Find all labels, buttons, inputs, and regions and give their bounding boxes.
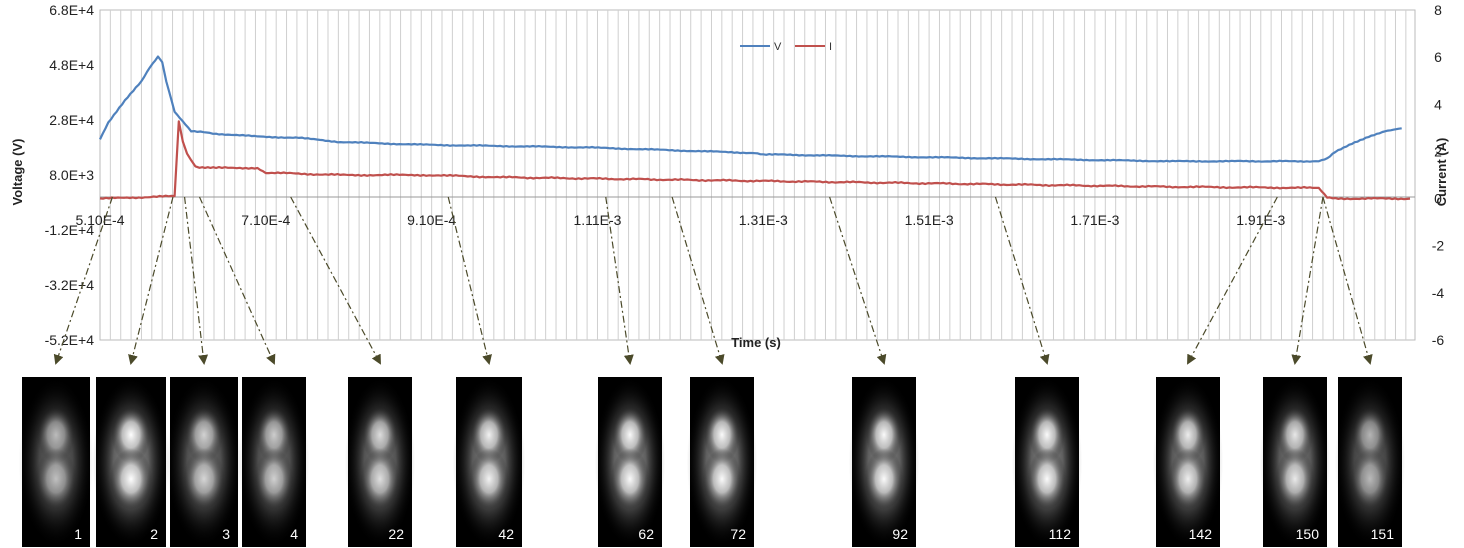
frame-arrow — [1187, 196, 1278, 365]
frame-lower-glow — [702, 448, 742, 510]
y-tick-label: 6.8E+4 — [49, 2, 94, 18]
frame-number-label: 1 — [74, 526, 82, 542]
x-tick-label: 1.11E-3 — [573, 212, 621, 228]
frame-number-label: 142 — [1189, 526, 1213, 542]
frame-upper-glow — [866, 405, 902, 464]
voltage-axis-ticks: 6.8E+4 4.8E+4 2.8E+4 8.0E+3 -1.2E+4 -3.2E+4 -5… — [45, 2, 95, 348]
frame-number-label: 3 — [222, 526, 230, 542]
y2-tick-label: 4 — [1434, 96, 1442, 112]
frame-upper-glow — [184, 405, 224, 464]
frame-arrow — [605, 196, 634, 365]
frame-number-label: 42 — [498, 526, 514, 542]
x-tick-label: 1.91E-3 — [1236, 212, 1285, 228]
y2-tick-label: 6 — [1434, 49, 1442, 65]
frame-arrow — [290, 196, 381, 365]
frame-upper-glow — [1170, 405, 1206, 464]
frame-number-label: 62 — [638, 526, 654, 542]
y-axis-title: Voltage (V) — [10, 139, 25, 206]
frame-number-label: 150 — [1296, 526, 1320, 542]
frame-number-label: 22 — [388, 526, 404, 542]
y2-tick-label: -4 — [1432, 285, 1445, 301]
frame-lower-glow — [254, 448, 294, 510]
y2-tick-label: 8 — [1434, 2, 1442, 18]
frame-upper-glow — [1029, 405, 1065, 464]
frame-lower-glow — [1275, 448, 1315, 510]
frame-upper-glow — [111, 405, 151, 464]
frame-arrow — [53, 196, 114, 365]
frame-lower-glow — [1027, 448, 1067, 510]
frame-lower-glow — [610, 448, 650, 510]
frame-lower-glow — [469, 448, 509, 510]
y-tick-label: 8.0E+3 — [49, 167, 94, 183]
series-lines — [99, 55, 1411, 201]
frame-number-label: 2 — [150, 526, 158, 542]
frame-lower-glow — [360, 448, 400, 510]
frame-number-label: 4 — [290, 526, 298, 542]
frame-upper-glow — [612, 405, 648, 464]
x-tick-label: 5.10E-4 — [75, 212, 124, 228]
frame-arrow — [1322, 196, 1373, 365]
frame-lower-glow — [1168, 448, 1208, 510]
frame-arrow — [128, 196, 174, 365]
frame-upper-glow — [362, 405, 398, 464]
frame-number-label: 112 — [1049, 526, 1072, 542]
legend-label-i: I — [829, 41, 832, 53]
frame-number-label: 72 — [730, 526, 746, 542]
x-tick-label: 1.51E-3 — [905, 212, 954, 228]
frame-lower-glow — [110, 448, 152, 510]
y2-axis-title: Current (A) — [1434, 138, 1449, 207]
frame-upper-glow — [36, 405, 76, 464]
frame-upper-glow — [256, 405, 292, 464]
frame-lower-glow — [864, 448, 904, 510]
frame-arrow — [198, 196, 276, 365]
camera-frames: 1 2 3 4 22 42 62 72 92 112 142 150 151 — [18, 377, 1406, 547]
x-tick-label: 1.71E-3 — [1070, 212, 1119, 228]
y-tick-label: 4.8E+4 — [49, 57, 94, 73]
current-axis-ticks: 8 6 4 2 0 -2 -4 -6 — [1432, 2, 1445, 348]
frame-upper-glow — [1277, 405, 1313, 464]
frame-lower-glow — [35, 448, 77, 510]
y2-tick-label: -2 — [1432, 238, 1445, 254]
frame-number-label: 151 — [1371, 526, 1395, 542]
y-tick-label: 2.8E+4 — [49, 112, 94, 128]
y-tick-label: -5.2E+4 — [45, 332, 95, 348]
frame-arrow — [183, 196, 209, 365]
frame-upper-glow — [470, 405, 508, 464]
y-tick-label: -3.2E+4 — [45, 277, 95, 293]
frame-lower-glow — [1350, 448, 1390, 510]
frame-lower-glow — [183, 448, 225, 510]
y-tick-label: -1.2E+4 — [45, 222, 95, 238]
y2-tick-label: 0 — [1434, 191, 1442, 207]
frame-arrow — [447, 196, 492, 365]
frame-number-label: 92 — [892, 526, 908, 542]
frame-arrow — [994, 196, 1050, 365]
legend: V I — [740, 41, 832, 53]
legend-label-v: V — [774, 41, 782, 53]
x-tick-label: 9.10E-4 — [407, 212, 456, 228]
frame-upper-glow — [704, 405, 740, 464]
frame-arrow — [1291, 196, 1324, 365]
frame-upper-glow — [1352, 405, 1388, 464]
x-tick-label: 1.31E-3 — [739, 212, 788, 228]
x-tick-label: 7.10E-4 — [241, 212, 290, 228]
frame-arrows — [53, 196, 1373, 365]
frame-arrow — [671, 196, 725, 365]
time-axis-ticks: 5.10E-4 7.10E-4 9.10E-4 1.11E-3 1.31E-3 1.51E… — [75, 212, 1285, 228]
x-axis-title: Time (s) — [731, 335, 781, 350]
series-line-v — [99, 55, 1402, 163]
y2-tick-label: 2 — [1434, 143, 1442, 159]
series-line-i — [99, 120, 1411, 201]
y2-tick-label: -6 — [1432, 332, 1445, 348]
frame-arrow — [829, 196, 887, 365]
